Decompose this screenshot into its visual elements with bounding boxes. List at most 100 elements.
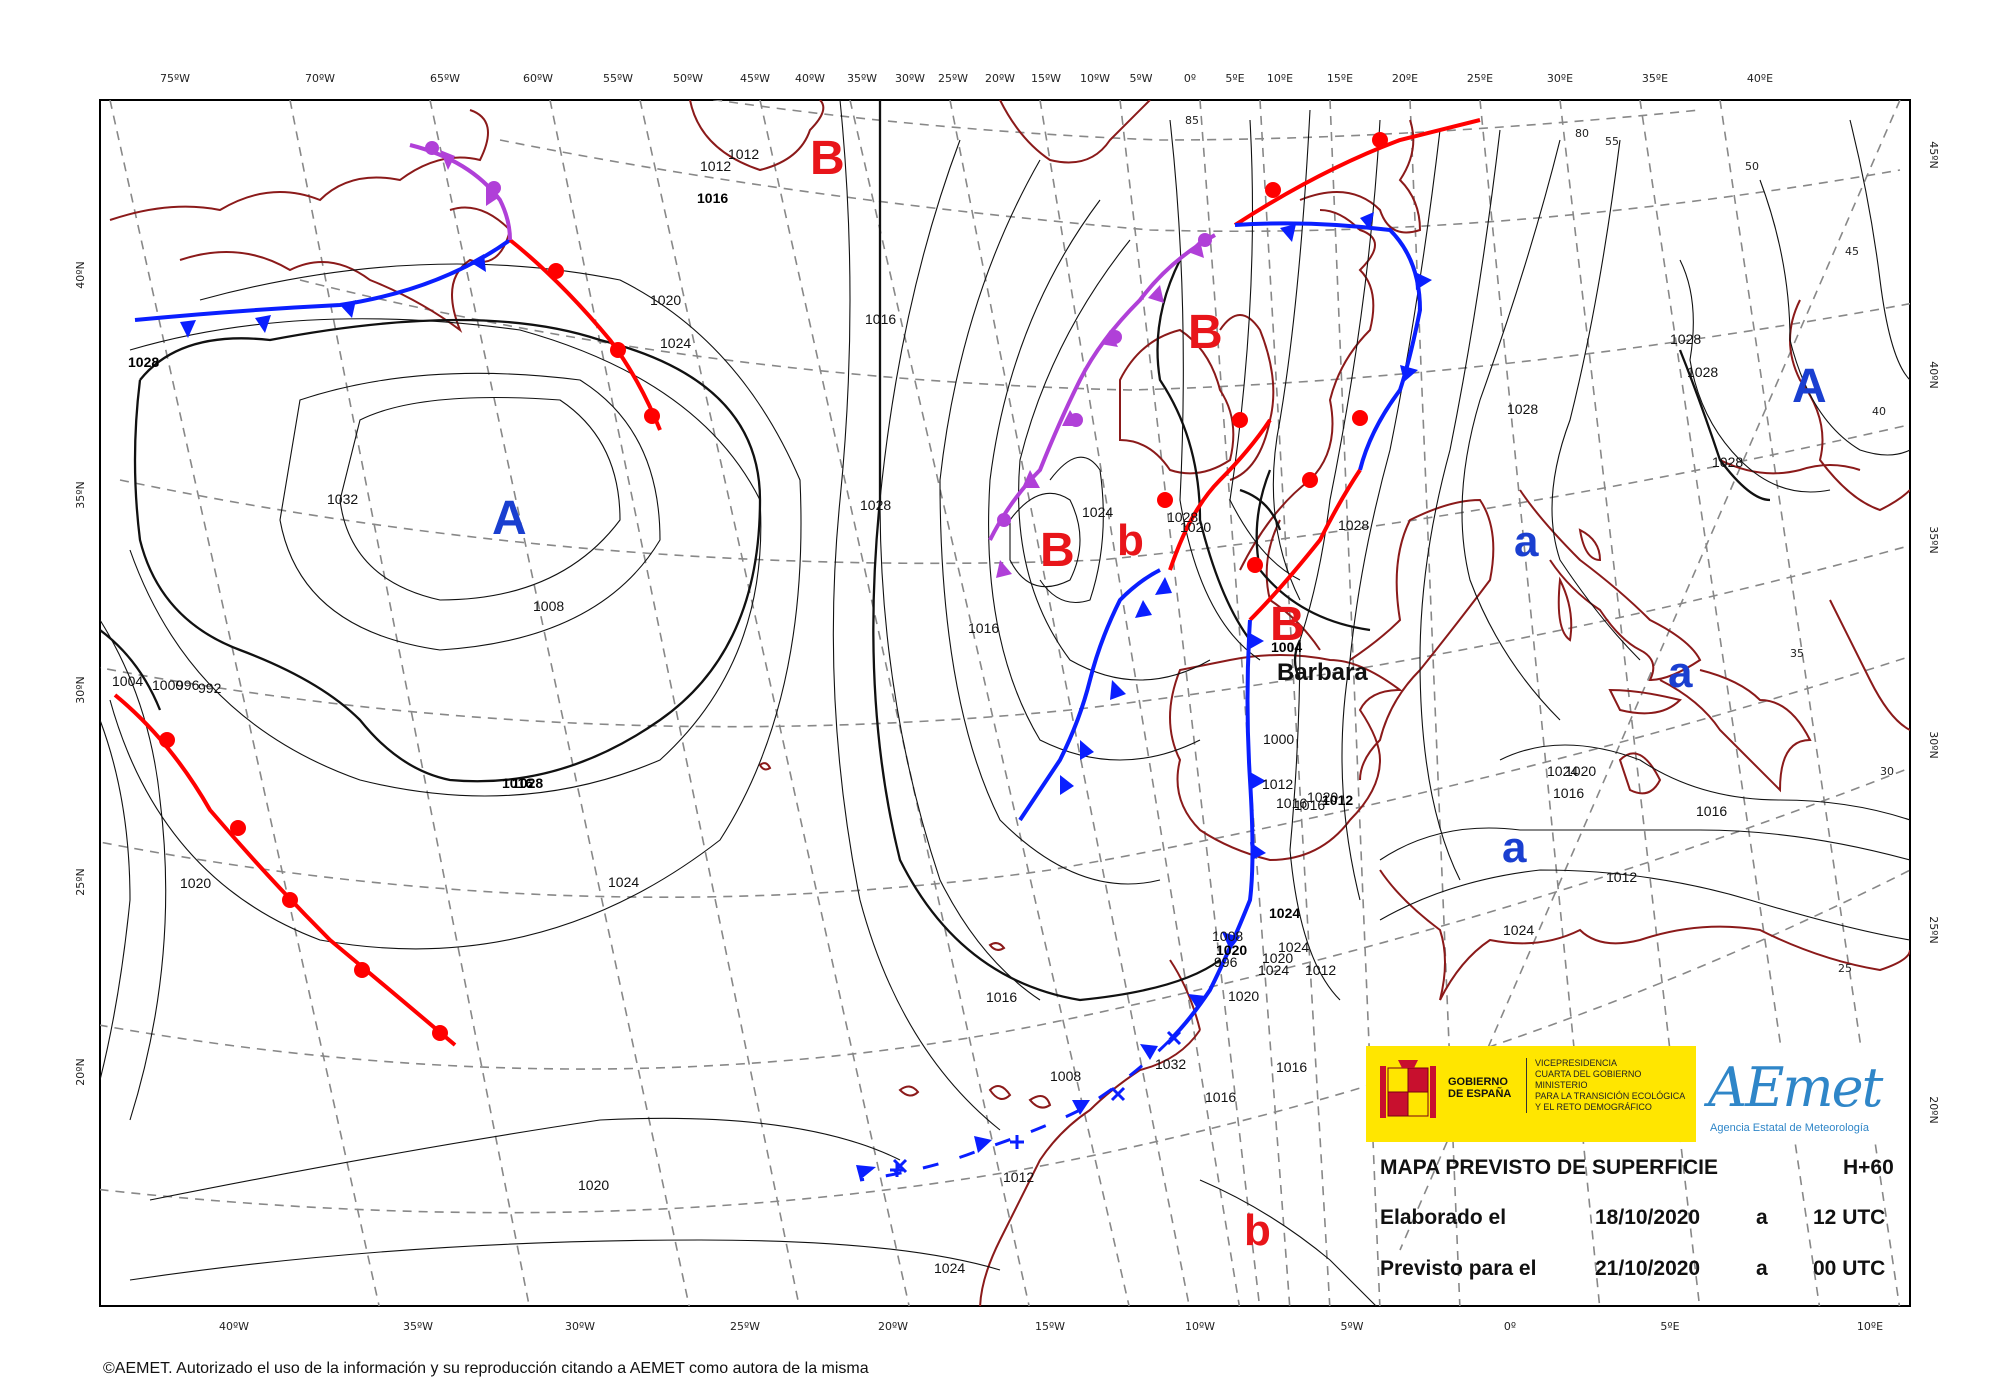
isobar-label: 1020	[578, 1177, 609, 1193]
isobar-label: 996	[1214, 954, 1238, 970]
isobar-label: 1012	[1003, 1169, 1034, 1185]
top-longitude-label: 45ºW	[740, 72, 770, 85]
isobar-label: 1004	[112, 673, 143, 689]
top-longitude-label: 55ºW	[603, 72, 633, 85]
coat-of-arms-icon	[1380, 1060, 1436, 1118]
pressure-system-high: A	[492, 492, 527, 545]
isobar-label: 1008	[1050, 1068, 1081, 1084]
isobar-label: 1012	[1305, 962, 1336, 978]
bottom-longitude-label: 0º	[1504, 1320, 1516, 1333]
bottom-longitude-label: 40ºW	[219, 1320, 249, 1333]
top-longitude-label: 40ºW	[795, 72, 825, 85]
isobar-label: 1032	[327, 491, 358, 507]
top-longitude-label: 5ºW	[1129, 72, 1152, 85]
left-latitude-labels: 40ºN 35ºN 30ºN 25ºN 20ºN	[74, 261, 87, 1085]
ministry-line-4: PARA LA TRANSICIÓN ECOLÓGICA	[1535, 1091, 1686, 1101]
top-longitude-label: 20ºE	[1392, 72, 1418, 85]
isobar-labels: 8580555045403530251012101610201024102810…	[112, 114, 1894, 1276]
isobar-label: 996	[176, 677, 200, 693]
top-longitude-label: 35ºE	[1642, 72, 1668, 85]
isobar-label: 1000	[1263, 731, 1294, 747]
gov-line-1: GOBIERNO	[1448, 1076, 1508, 1088]
isobar-label: 1008	[533, 598, 564, 614]
pressure-system-high: A	[1792, 360, 1827, 413]
isobar-label: 1012	[1322, 792, 1353, 808]
aemet-wordmark: AEmet	[1708, 1056, 1883, 1119]
warm-front-semicircles	[159, 132, 1388, 1041]
graticule-value: 50	[1745, 160, 1759, 173]
map-title: MAPA PREVISTO DE SUPERFICIE	[1380, 1156, 1718, 1179]
warm-front-north-sea	[1233, 118, 1481, 227]
pressure-system-low: B	[1270, 598, 1305, 651]
pressure-system-low: B	[1040, 524, 1075, 577]
occluded-front-atlantic-north	[409, 143, 512, 241]
bottom-longitude-label: 5ºE	[1660, 1320, 1679, 1333]
graticule-value: 55	[1605, 135, 1619, 148]
bottom-longitude-label: 35ºW	[403, 1320, 433, 1333]
pressure-system-secondary-low: b	[1244, 1206, 1271, 1255]
isobar-label: 1028	[512, 775, 543, 791]
isobar-label: 1024	[1258, 962, 1289, 978]
bottom-longitude-label: 30ºW	[565, 1320, 595, 1333]
aemet-logo: AEmet Agencia Estatal de Meteorología	[1702, 1046, 1906, 1142]
forecast-lead-time: H+60	[1843, 1156, 1894, 1179]
aemet-agency-name: Agencia Estatal de Meteorología	[1710, 1122, 1869, 1134]
valid-at: a	[1756, 1257, 1768, 1280]
isobar-label: 1024	[608, 874, 639, 890]
fronts	[113, 118, 1481, 1182]
right-latitude-label: 35ºN	[1927, 526, 1940, 553]
info-valid-row: Previsto para el 21/10/2020 a 00 UTC	[1380, 1257, 1900, 1287]
copyright-notice: ©AEMET. Autorizado el uso de la informac…	[103, 1360, 869, 1377]
isobar-label: 1012	[728, 146, 759, 162]
isobar-label: 1020	[650, 292, 681, 308]
isobar-label: 1020	[1565, 763, 1596, 779]
top-longitude-label: 10ºE	[1267, 72, 1293, 85]
cold-front-biscay	[1018, 568, 1161, 822]
bottom-longitude-label: 10ºE	[1857, 1320, 1883, 1333]
isobar-label: 1016	[1553, 785, 1584, 801]
right-latitude-label: 30ºN	[1927, 731, 1940, 758]
isobar-label: 1012	[1262, 776, 1293, 792]
isobar-label: 1024	[1082, 504, 1113, 520]
top-longitude-label: 25ºE	[1467, 72, 1493, 85]
elaborated-date: 18/10/2020	[1595, 1206, 1701, 1229]
isobar-label: 1016	[986, 989, 1017, 1005]
pressure-system-low: B	[810, 132, 845, 185]
dissipating-front-crosses	[890, 1030, 1182, 1177]
pressure-system-low: B	[1188, 306, 1223, 359]
government-name: GOBIERNO DE ESPAÑA	[1448, 1076, 1511, 1100]
isobar-label: 1020	[1307, 789, 1338, 805]
isobar-label: 1000	[152, 677, 183, 693]
bottom-longitude-label: 5ºW	[1340, 1320, 1363, 1333]
top-longitude-label: 60ºW	[523, 72, 553, 85]
top-longitude-label: 5ºE	[1225, 72, 1244, 85]
isobar-label: 1028	[1167, 509, 1198, 525]
ministry-name: VICEPRESIDENCIA CUARTA DEL GOBIERNO MINI…	[1526, 1058, 1685, 1113]
bottom-longitude-labels: 40ºW 35ºW 30ºW 25ºW 20ºW 15ºW 10ºW 5ºW 0º 5ºE 10ºE	[219, 1320, 1883, 1333]
top-longitude-label: 65ºW	[430, 72, 460, 85]
isobar-label: 1024	[1269, 905, 1300, 921]
bottom-longitude-label: 15ºW	[1035, 1320, 1065, 1333]
top-longitude-label: 75ºW	[160, 72, 190, 85]
warm-front-europe	[1248, 468, 1362, 622]
top-longitude-label: 10ºW	[1080, 72, 1110, 85]
isobar-label: 1024	[934, 1260, 965, 1276]
graticule-value: 35	[1790, 647, 1804, 660]
ministry-line-5: Y EL RETO DEMOGRÁFICO	[1535, 1102, 1652, 1112]
isobar-label: 1012	[1606, 869, 1637, 885]
isobar-label: 1032	[1155, 1056, 1186, 1072]
isobar-label: 1016	[1276, 1059, 1307, 1075]
logo-panel: GOBIERNO DE ESPAÑA VICEPRESIDENCIA CUART…	[1366, 1046, 1906, 1142]
top-longitude-label: 50ºW	[673, 72, 703, 85]
top-longitude-label: 15ºE	[1327, 72, 1353, 85]
left-latitude-label: 35ºN	[74, 481, 87, 508]
bottom-longitude-label: 10ºW	[1185, 1320, 1215, 1333]
isobar-label: 1016	[865, 311, 896, 327]
warm-front-uk	[1168, 418, 1272, 571]
isobar-label: 1020	[1216, 942, 1247, 958]
bottom-longitude-label: 25ºW	[730, 1320, 760, 1333]
top-longitude-label: 20ºW	[985, 72, 1015, 85]
pressure-systems: B B B Bb b A Aa a a	[492, 132, 1827, 1255]
right-latitude-label: 40ºN	[1927, 361, 1940, 388]
isobar-label: 1024	[1503, 922, 1534, 938]
